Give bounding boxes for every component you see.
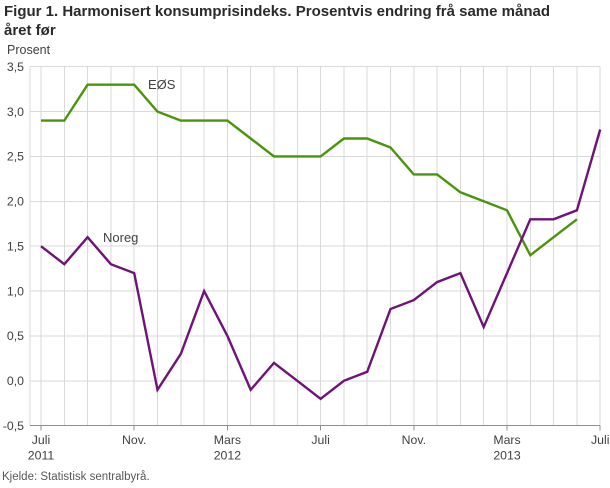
y-tick-label: 1,5 xyxy=(7,239,24,253)
y-tick-label: 2,0 xyxy=(7,195,24,209)
y-tick-label: 2,5 xyxy=(7,150,24,164)
gridlines xyxy=(29,66,601,426)
x-tick-year-label: 2012 xyxy=(214,449,242,463)
x-tick-label: Mars xyxy=(214,433,241,447)
series-line-noreg xyxy=(40,129,602,401)
source-attribution: Kjelde: Statistisk sentralbyrå. xyxy=(2,471,150,483)
figure-title-line1: Figur 1. Harmonisert konsumprisindeks. P… xyxy=(4,3,550,20)
series-line-eøs xyxy=(41,83,578,258)
x-tick-label: Nov. xyxy=(122,433,146,447)
x-tick-label: Mars xyxy=(493,433,520,447)
x-tick-label: Juli xyxy=(311,433,329,447)
data-series xyxy=(40,83,602,401)
series-label-noreg: Noreg xyxy=(103,230,138,245)
chart-static-text: Prosent EØS Noreg xyxy=(7,43,176,245)
axes xyxy=(30,425,601,431)
y-tick-label: 1,0 xyxy=(7,284,24,298)
x-tick-year-label: 2011 xyxy=(28,449,55,463)
y-tick-label: 0,0 xyxy=(7,374,24,388)
y-tick-label: 0,5 xyxy=(7,329,24,343)
y-tick-label: -0,5 xyxy=(3,419,24,433)
y-tick-label: 3,5 xyxy=(7,60,24,74)
y-tick-label: 3,0 xyxy=(7,105,24,119)
figure-title-line2: året før xyxy=(4,22,56,39)
tick-labels: 3,5 3,0 2,5 2,0 1,5 1,0 0,5 0,0 -0,5 Juli 2011 Nov.… xyxy=(3,60,610,463)
x-tick-year-label: 2013 xyxy=(493,449,521,463)
y-axis-unit-label: Prosent xyxy=(7,43,51,57)
x-tick-label: Juli xyxy=(32,433,50,447)
x-tick-label: Nov. xyxy=(402,433,426,447)
x-tick-label: Juli xyxy=(591,433,609,447)
series-label-eos: EØS xyxy=(148,77,176,92)
figure-title: Figur 1. Harmonisert konsumprisindeks. P… xyxy=(4,2,606,40)
